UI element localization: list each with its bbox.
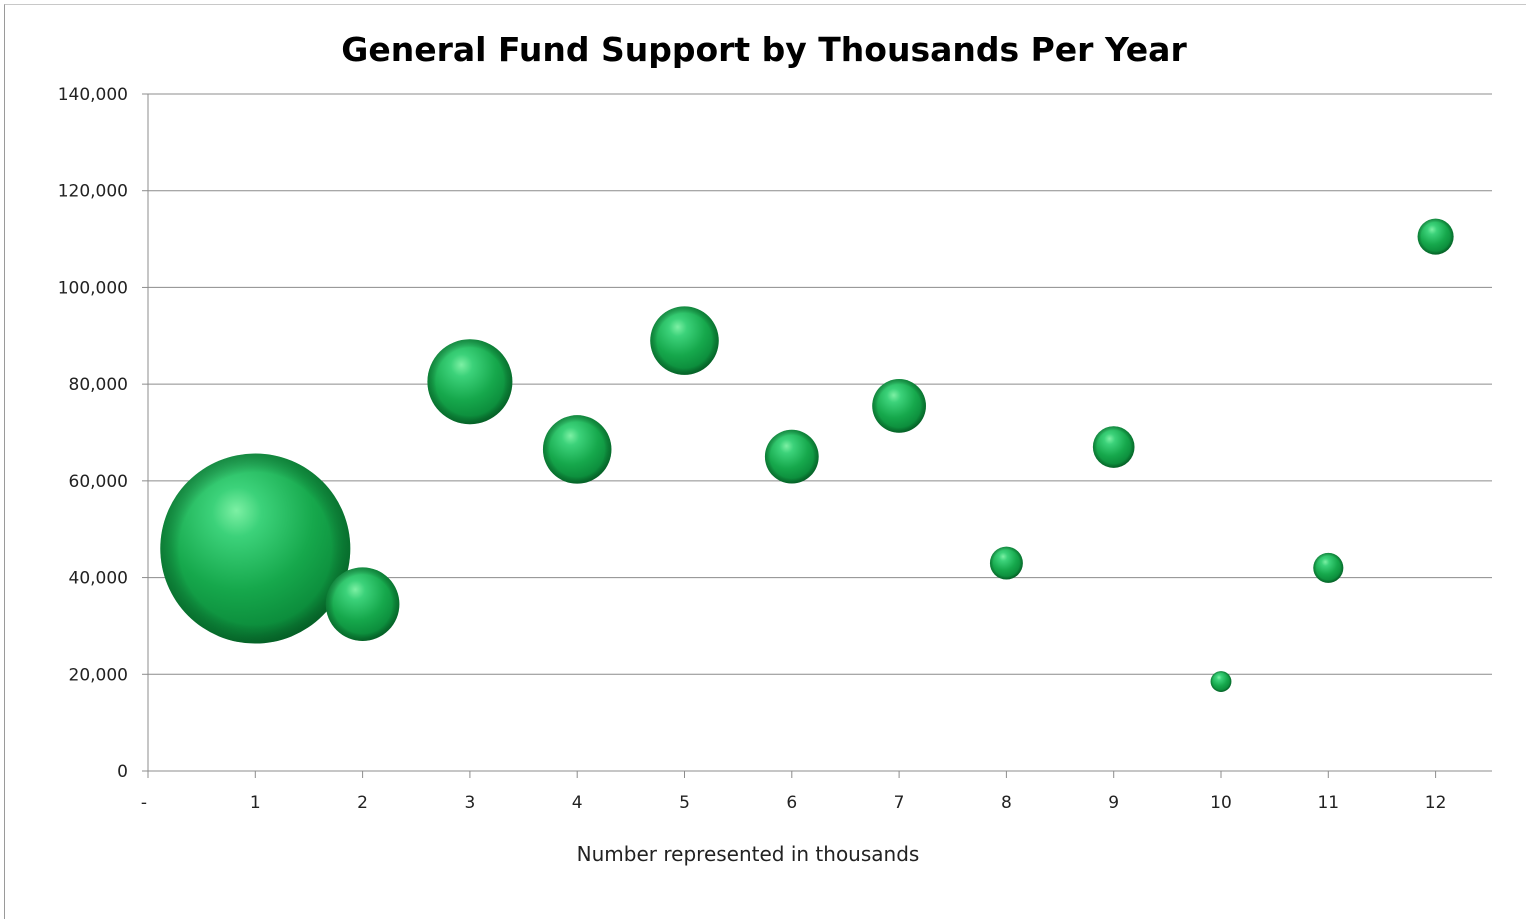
bubble-shade [1210, 671, 1232, 692]
bubble [325, 567, 400, 641]
bubble-shade [650, 306, 719, 375]
axes: 0 20,000 40,000 60,000 80,000 100,000 120,000 1… [58, 85, 1492, 813]
y-tick-label: 100,000 [58, 278, 128, 298]
bubbles [160, 218, 1454, 692]
x-tick-label: 10 [1210, 793, 1232, 813]
y-tick-label: 80,000 [69, 375, 128, 395]
bubble-shade [427, 339, 513, 425]
bubble-shade [160, 453, 351, 644]
x-tick-label: - [141, 793, 147, 813]
x-tick-label: 4 [572, 793, 583, 813]
y-tick-label: 40,000 [69, 569, 128, 589]
bubble-shade [542, 415, 612, 484]
y-tick-label: 140,000 [58, 85, 128, 105]
gridlines [148, 93, 1492, 675]
x-axis-title: Number represented in thousands [577, 842, 920, 866]
bubble [1092, 426, 1135, 468]
bubble-shade [1417, 218, 1454, 255]
bubble [542, 415, 612, 484]
x-tick-label: 12 [1425, 793, 1447, 813]
x-tick-label: 3 [464, 793, 475, 813]
bubble-shade [764, 429, 819, 484]
x-tick-label: 5 [679, 793, 690, 813]
y-tick-label: 20,000 [69, 665, 128, 685]
chart-title: General Fund Support by Thousands Per Ye… [341, 30, 1187, 69]
x-tick-label: 9 [1108, 793, 1119, 813]
x-tick-label: 6 [786, 793, 797, 813]
bubble-shade [325, 567, 400, 641]
bubble [650, 306, 719, 375]
bubble-shade [1313, 552, 1344, 583]
x-tick-label: 2 [357, 793, 368, 813]
bubble [1210, 671, 1232, 692]
bubble [1313, 552, 1344, 583]
bubble-shade [1092, 426, 1135, 468]
bubble [427, 339, 513, 425]
x-tick-label: 1 [250, 793, 261, 813]
y-tick-label: 60,000 [69, 472, 128, 492]
x-tick-label: 8 [1001, 793, 1012, 813]
bubble [872, 379, 926, 433]
bubble [160, 453, 351, 644]
bubble-shade [872, 379, 926, 433]
bubble [989, 546, 1023, 580]
bubble [1417, 218, 1454, 255]
y-tick-label: 0 [117, 762, 128, 782]
x-tick-label: 11 [1317, 793, 1339, 813]
bubble-shade [989, 546, 1023, 580]
y-tick-label: 120,000 [58, 182, 128, 202]
bubble [764, 429, 819, 484]
x-tick-label: 7 [894, 793, 905, 813]
